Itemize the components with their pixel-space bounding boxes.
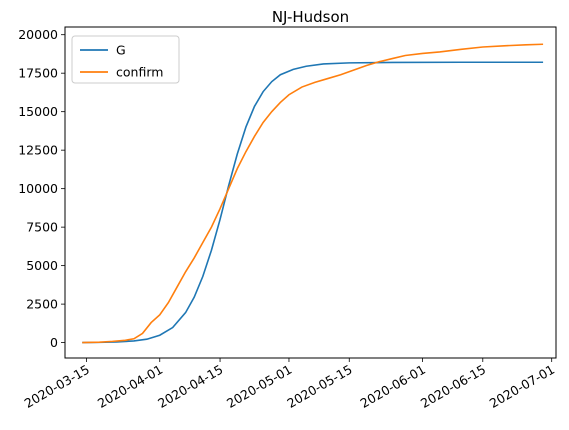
series-line-confirm xyxy=(82,43,544,344)
y-tick-label: 5000 xyxy=(26,258,58,273)
x-tick-label: 2020-03-15 xyxy=(22,362,92,411)
x-tick-label: 2020-04-15 xyxy=(155,362,225,411)
y-tick-label: 17500 xyxy=(18,66,58,81)
y-tick-label: 0 xyxy=(50,335,58,350)
legend-label-g: G xyxy=(116,43,126,58)
y-tick-label: 2500 xyxy=(26,297,58,312)
x-tick-label: 2020-06-15 xyxy=(418,362,488,411)
x-tick-label: 2020-05-01 xyxy=(224,362,294,411)
axes-frame xyxy=(64,26,557,359)
x-tick-label: 2020-05-15 xyxy=(284,362,354,411)
series-line-g xyxy=(82,61,544,344)
y-tick-label: 20000 xyxy=(18,27,58,42)
y-tick-label: 12500 xyxy=(18,143,58,158)
y-tick-label: 10000 xyxy=(18,181,58,196)
y-tick-label: 7500 xyxy=(26,220,58,235)
y-tick-label: 15000 xyxy=(18,104,58,119)
x-tick-label: 2020-07-01 xyxy=(487,362,557,411)
x-tick-label: 2020-04-01 xyxy=(95,362,165,411)
x-tick-label: 2020-06-01 xyxy=(358,362,428,411)
legend-label-confirm: confirm xyxy=(116,65,163,80)
y-axis: 0 2500 5000 7500 10000 12500 15000 17500 20000 xyxy=(18,27,65,350)
plot-lines xyxy=(82,43,544,344)
x-axis: 2020-03-15 2020-04-012020-04-152020-05-01… xyxy=(22,358,557,411)
chart-title: NJ-Hudson xyxy=(272,8,349,26)
